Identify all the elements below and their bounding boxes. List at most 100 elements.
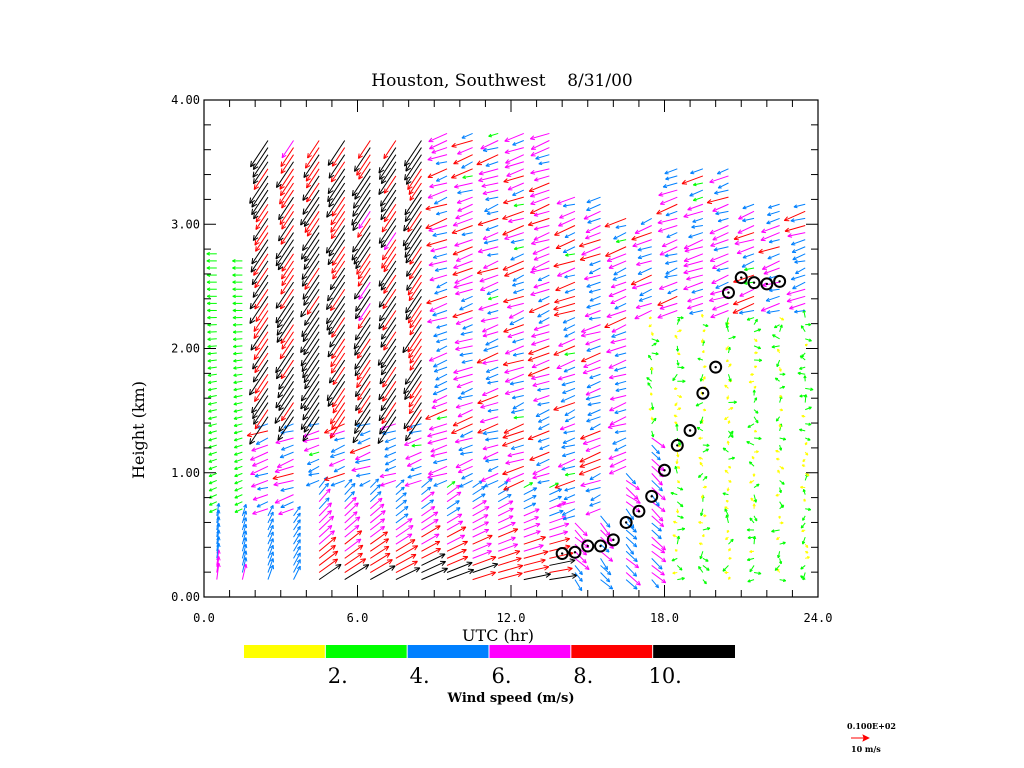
wind-vector [356,366,371,389]
wind-vector [665,260,678,265]
wind-vector [582,437,601,445]
wind-vector-head [356,353,362,359]
wind-vector-head [506,172,512,177]
wind-vector-head [461,549,467,554]
wind-vector-head [234,480,238,485]
wind-vector [357,381,371,401]
wind-vector-head [277,434,284,441]
wind-vector-shaft [483,479,499,488]
wind-vector-shaft [457,196,473,204]
wind-vector [557,373,576,381]
wind-vector-shaft [460,387,473,395]
wind-vector [383,253,397,273]
wind-vector-head [733,400,737,405]
wind-vector-head [328,172,335,179]
wind-vector-shaft [267,564,274,580]
wind-vector-shaft [607,423,627,429]
wind-vector-shaft [610,338,627,344]
wind-vector-head [412,560,418,566]
wind-vector-shaft [664,253,678,257]
wind-vector-head [752,389,756,393]
wind-vector [529,451,550,461]
wind-vector-head [502,441,508,447]
wind-vector [560,395,576,403]
wind-vector-head [778,424,782,428]
wind-vector [726,440,730,446]
wind-vector-head [757,346,762,350]
wind-vector-shaft [713,246,729,251]
wind-vector-head [254,396,260,403]
wind-vector-shaft [344,479,353,488]
wind-vector-shaft [329,324,346,348]
wind-vector [255,211,269,230]
wind-vector-head [802,489,806,493]
wind-vector-shaft [446,540,468,552]
wind-vector [267,551,274,566]
wind-vector-shaft [383,203,397,223]
wind-vector-shaft [611,331,627,338]
wind-vector [791,246,806,253]
wind-vector-head [330,544,336,550]
wind-vector-shaft [700,508,704,516]
wind-vector [659,196,678,205]
wind-vector-shaft [766,217,780,224]
wind-vector-head [480,404,486,409]
wind-vector [728,465,732,469]
wind-vector-shaft [549,510,564,517]
wind-vector-head [697,474,702,478]
wind-vector-head [300,346,306,354]
wind-vector-head [801,529,805,533]
wind-vector-head [683,257,689,263]
wind-vector-head [736,249,742,255]
wind-vector-head [531,363,537,369]
wind-vector [714,189,729,195]
wind-vector-head [800,566,804,570]
wind-vector-shaft [276,352,294,380]
wind-vector-shaft [485,437,499,441]
marker-dot [714,365,717,369]
wind-vector-head [277,264,284,271]
wind-vector [504,387,524,396]
wind-vector-head [705,323,709,328]
wind-vector [275,296,294,324]
wind-vector-head [660,443,666,449]
wind-vector-head [280,504,285,509]
wind-vector-head [702,376,706,380]
wind-vector-shaft [293,565,301,580]
wind-vector [635,302,652,310]
wind-vector [421,506,436,517]
wind-vector-shaft [608,288,627,297]
wind-vector-head [760,307,766,312]
wind-vector-head [269,538,274,543]
wind-vector [651,508,664,522]
wind-vector-head [329,432,336,439]
wind-vector [304,211,320,234]
wind-vector-shaft [330,451,345,458]
wind-vector-shaft [233,380,243,384]
wind-vector-shaft [233,423,243,427]
wind-vector-head [704,485,707,489]
wind-vector-shaft [610,295,627,304]
marker-ring [568,545,582,559]
wind-vector [357,267,371,287]
wind-vector-shaft [502,210,524,220]
wind-vector-head [379,503,385,509]
wind-vector-shaft [279,451,294,459]
wind-vector [404,196,422,223]
wind-vector-head [233,366,237,370]
wind-vector-head [508,218,513,224]
wind-vector-shaft [328,154,346,179]
wind-vector [330,444,345,453]
wind-vector-shaft [436,175,448,182]
wind-vector [530,168,550,175]
wind-vector-shaft [794,309,806,313]
wind-vector [589,423,601,431]
wind-vector-head [658,285,664,290]
wind-vector-head [327,159,334,166]
wind-vector [749,565,755,573]
wind-vector [749,549,755,554]
wind-vector-head [408,189,414,196]
wind-vector-head [681,577,685,581]
wind-vector [804,343,808,347]
wind-vector [421,511,439,524]
